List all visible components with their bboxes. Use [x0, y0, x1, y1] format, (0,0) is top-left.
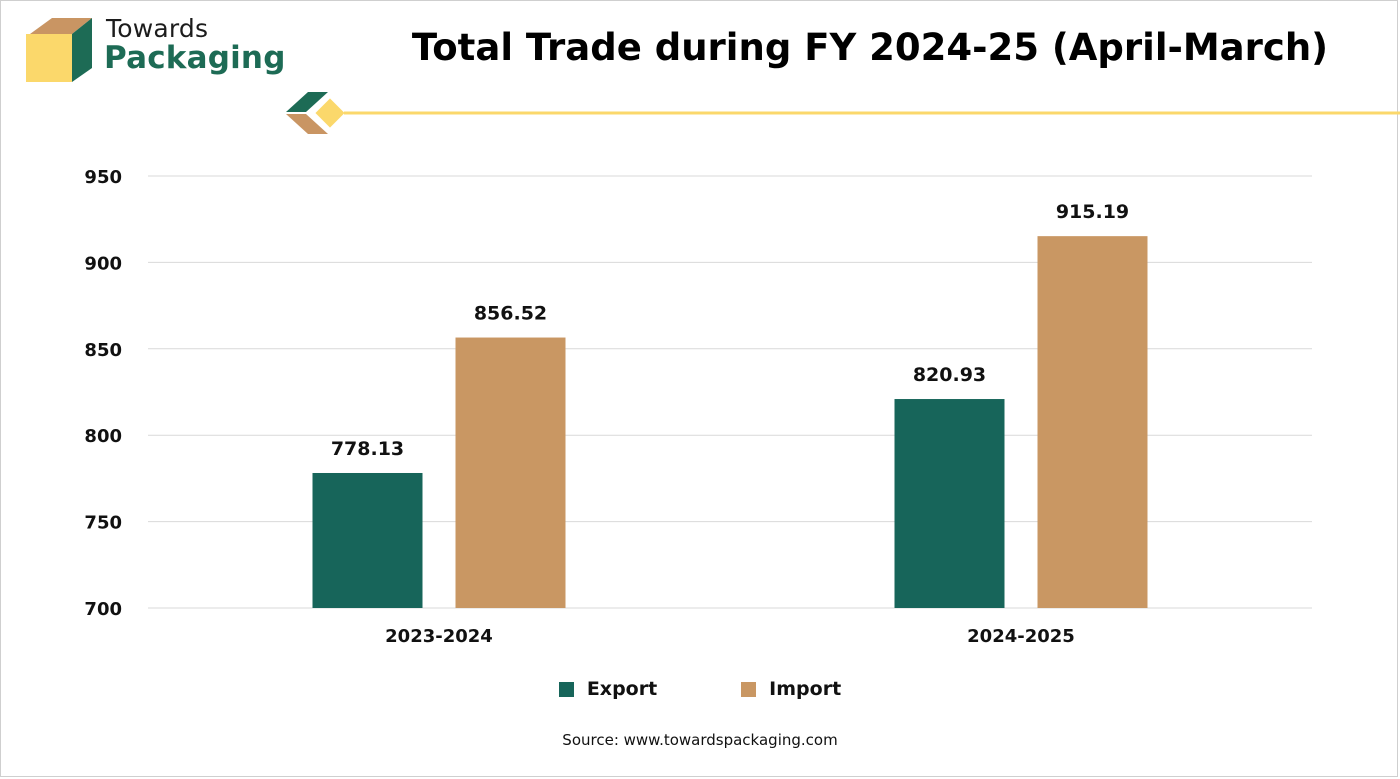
box-logo-icon: [26, 18, 92, 82]
y-tick-label: 900: [84, 253, 122, 274]
y-tick-label: 950: [84, 167, 122, 188]
towards-packaging-logo: Towards Packaging: [22, 12, 285, 88]
legend-item-import: Import: [741, 678, 841, 700]
bar-import-2024-2025: [1037, 236, 1148, 608]
data-labels: 778.13 856.52 820.93 915.19: [331, 201, 1129, 460]
legend-label-import: Import: [769, 678, 842, 700]
bars: [312, 236, 1148, 608]
legend-item-export: Export: [558, 678, 658, 700]
logo-word-towards: Towards: [106, 14, 209, 43]
y-tick-label: 700: [84, 599, 122, 620]
y-tick-label: 850: [84, 340, 122, 361]
x-tick-label-2023-2024: 2023-2024: [385, 626, 493, 647]
y-tick-label: 800: [84, 426, 122, 447]
x-tick-label-2024-2025: 2024-2025: [967, 626, 1075, 647]
chart-title: Total Trade during FY 2024-25 (April-Mar…: [411, 26, 1329, 69]
legend-swatch-export: [558, 681, 574, 697]
y-axis-ticks: 700 750 800 850 900 950: [84, 167, 122, 620]
data-label-export-2023-2024: 778.13: [331, 438, 404, 460]
data-label-export-2024-2025: 820.93: [913, 364, 986, 386]
legend: Export Import: [0, 678, 1400, 702]
data-label-import-2023-2024: 856.52: [474, 303, 547, 325]
bar-export-2024-2025: [894, 399, 1005, 608]
x-axis-ticks: 2023-2024 2024-2025: [385, 626, 1075, 647]
divider-green-chevron: [286, 92, 328, 112]
logo-word-packaging: Packaging: [104, 40, 286, 76]
legend-swatch-import: [741, 681, 757, 697]
bar-import-2023-2024: [455, 337, 566, 608]
data-label-import-2024-2025: 915.19: [1056, 201, 1129, 223]
bar-export-2023-2024: [312, 472, 423, 608]
divider-tan-chevron: [286, 114, 328, 134]
title-divider: [286, 92, 1400, 134]
source-note: Source: www.towardspackaging.com: [562, 731, 838, 749]
legend-label-export: Export: [586, 678, 658, 700]
y-tick-label: 750: [84, 513, 122, 534]
